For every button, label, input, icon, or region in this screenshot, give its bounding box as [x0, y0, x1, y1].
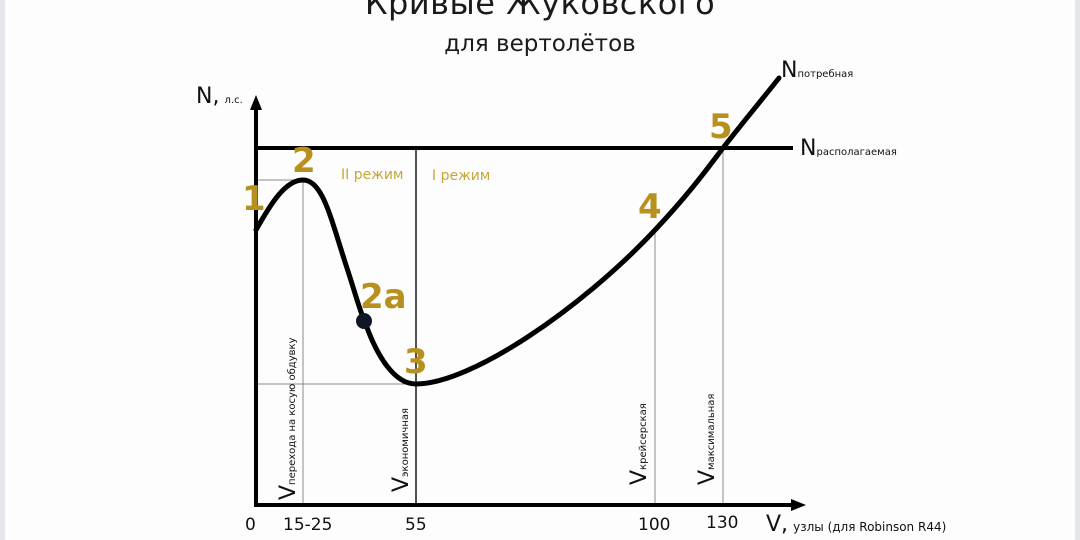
mode-2-label: II режим: [341, 167, 404, 183]
x-axis-arrow-icon: [791, 499, 806, 511]
required-power-label: Nпотребная: [781, 58, 854, 83]
x-tick-100: 100: [638, 515, 671, 535]
x-tick-55: 55: [405, 515, 427, 535]
x-axis-label: V, узлы (для Robinson R44): [766, 512, 947, 537]
slide-background: [5, 0, 1075, 540]
y-axis-arrow-icon: [250, 95, 262, 110]
economic-speed-label: Vэкономичная: [389, 408, 414, 492]
x-tick-0: 0: [245, 515, 256, 535]
maximum-speed-label: Vмаксимальная: [695, 393, 720, 485]
x-tick-15-25: 15-25: [283, 515, 333, 535]
point-4-label: 4: [638, 187, 662, 227]
chart-title: Кривые Жуковского: [364, 0, 716, 22]
chart-subtitle: для вертолётов: [444, 31, 636, 57]
required-power-curve: [253, 75, 782, 387]
mode-1-label: I режим: [432, 168, 491, 184]
point-1-label: 1: [242, 179, 266, 219]
point-2a-label: 2a: [360, 277, 407, 317]
x-tick-130: 130: [706, 513, 739, 533]
point-3-label: 3: [404, 342, 428, 382]
cruise-speed-label: Vкрейсерская: [627, 403, 652, 485]
y-axis-label: N, л.с.: [196, 84, 243, 109]
available-power-label: Nрасполагаемая: [800, 136, 897, 161]
point-5-label: 5: [709, 107, 733, 147]
point-2a-marker: [356, 313, 372, 329]
transition-speed-label: Vперехода на косую обдувку: [276, 337, 301, 501]
point-2-label: 2: [292, 141, 316, 181]
